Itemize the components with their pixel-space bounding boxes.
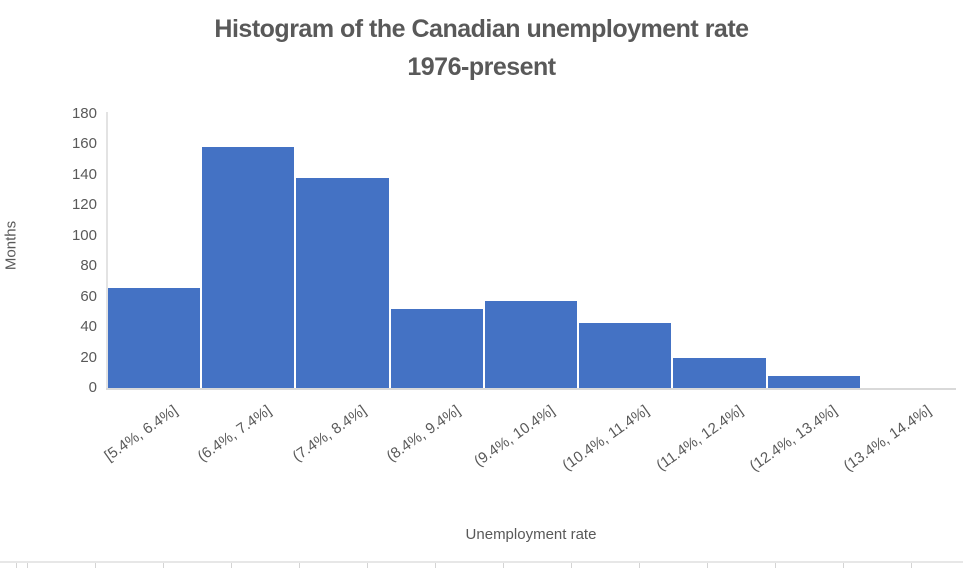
y-tick-label-160: 160 xyxy=(71,135,97,153)
x-category-label-4: (9.4%, 10.4%] xyxy=(470,402,558,470)
x-category-label-2: (7.4%, 8.4%] xyxy=(289,402,370,466)
y-tick-label-60: 60 xyxy=(80,287,97,305)
chart-title: Histogram of the Canadian unemployment r… xyxy=(0,10,963,86)
x-category-label-3: (8.4%, 9.4%] xyxy=(383,402,464,466)
y-tick-label-140: 140 xyxy=(71,165,97,183)
histogram-bar-2[interactable] xyxy=(296,177,389,388)
histogram-bar-3[interactable] xyxy=(390,308,483,388)
y-axis-line xyxy=(106,112,108,389)
y-axis-title: Months xyxy=(2,220,20,271)
x-category-label-7: (12.4%, 13.4%] xyxy=(746,402,841,475)
x-category-label-1: (6.4%, 7.4%] xyxy=(194,402,276,466)
y-tick-label-20: 20 xyxy=(80,348,97,366)
y-tick-label-0: 0 xyxy=(88,379,97,396)
histogram-bar-6[interactable] xyxy=(673,357,766,388)
y-tick-label-120: 120 xyxy=(71,196,97,214)
x-axis-line xyxy=(106,388,956,390)
histogram-bar-0[interactable] xyxy=(108,287,201,388)
y-tick-label-40: 40 xyxy=(80,318,97,336)
worksheet-gridline xyxy=(0,561,963,568)
y-tick-label-80: 80 xyxy=(80,257,97,275)
histogram-bar-5[interactable] xyxy=(579,322,672,388)
histogram-bar-4[interactable] xyxy=(484,301,578,388)
y-tick-label-180: 180 xyxy=(71,105,97,122)
x-category-label-5: (10.4%, 11.4%] xyxy=(559,402,652,475)
chart-title-line2: 1976-present xyxy=(407,53,556,81)
y-tick-label-100: 100 xyxy=(71,226,97,244)
x-category-label-8: (13.4%, 14.4%] xyxy=(840,402,935,475)
chart-title-line1: Histogram of the Canadian unemployment r… xyxy=(214,15,749,43)
x-category-label-6: (11.4%, 12.4%] xyxy=(653,402,747,475)
histogram-bar-1[interactable] xyxy=(202,147,295,388)
histogram-bar-7[interactable] xyxy=(767,375,860,388)
x-category-label-0: [5.4%, 6.4%] xyxy=(101,402,181,465)
x-axis-title: Unemployment rate xyxy=(465,526,597,543)
